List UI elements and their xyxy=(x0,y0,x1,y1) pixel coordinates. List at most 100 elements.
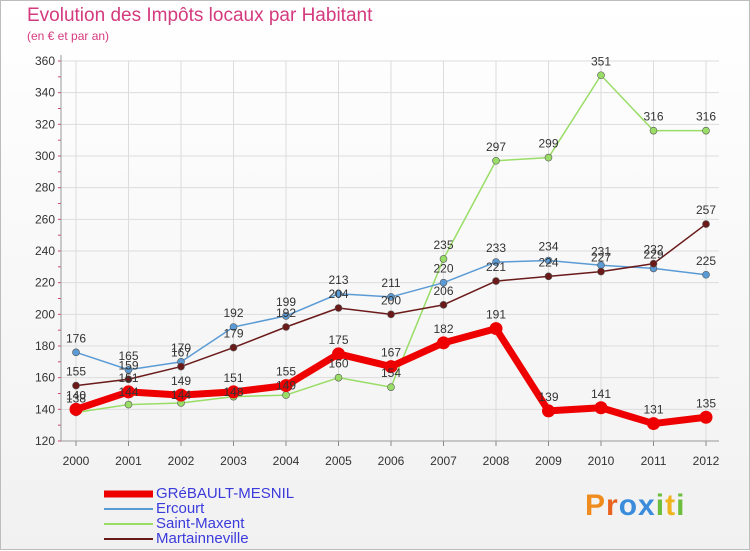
data-label-saint-maxent: 299 xyxy=(538,137,558,151)
data-point-gr-bault-mesnil xyxy=(279,379,293,393)
data-label-ercourt: 165 xyxy=(118,349,138,363)
y-tick-label: 320 xyxy=(35,117,55,131)
data-label-saint-maxent: 154 xyxy=(381,366,401,380)
data-label-gr-bault-mesnil: 151 xyxy=(118,371,138,385)
data-point-ercourt xyxy=(439,278,448,287)
data-label-ercourt: 225 xyxy=(696,254,716,268)
chart-subtitle: (en € et par an) xyxy=(27,29,110,43)
x-tick-label: 2008 xyxy=(483,454,510,468)
data-point-saint-maxent xyxy=(124,400,133,409)
data-point-saint-maxent xyxy=(702,126,710,135)
data-label-martainneville: 155 xyxy=(66,365,86,379)
data-label-martainneville: 159 xyxy=(118,358,138,372)
legend-label-grebault: GRéBAULT-MESNIL xyxy=(156,485,295,502)
data-label-ercourt: 231 xyxy=(591,244,611,258)
data-label-martainneville: 221 xyxy=(486,260,506,274)
data-point-gr-bault-mesnil xyxy=(489,322,503,336)
y-tick-label: 360 xyxy=(35,54,55,68)
data-label-gr-bault-mesnil: 140 xyxy=(66,388,86,402)
y-tick-label: 120 xyxy=(35,434,55,448)
data-label-gr-bault-mesnil: 151 xyxy=(223,371,243,385)
data-label-gr-bault-mesnil: 175 xyxy=(328,333,348,347)
data-point-saint-maxent xyxy=(282,391,290,399)
data-point-gr-bault-mesnil xyxy=(174,388,188,402)
data-point-martainneville xyxy=(702,220,710,228)
data-label-gr-bault-mesnil: 131 xyxy=(643,403,663,417)
data-point-ercourt xyxy=(282,312,290,320)
data-point-martainneville xyxy=(177,362,185,371)
x-tick-label: 2006 xyxy=(378,454,405,468)
data-point-martainneville xyxy=(387,310,395,319)
x-tick-label: 2009 xyxy=(535,454,562,468)
data-point-ercourt xyxy=(544,256,553,265)
data-label-martainneville: 224 xyxy=(538,255,558,269)
data-label-saint-maxent: 316 xyxy=(696,110,716,124)
data-point-martainneville xyxy=(229,343,238,352)
y-tick-label: 220 xyxy=(35,276,55,290)
data-point-ercourt xyxy=(229,323,238,331)
x-tick-label: 2002 xyxy=(168,454,195,468)
data-label-ercourt: 234 xyxy=(538,240,558,254)
logo-letter: P xyxy=(585,489,607,522)
y-tick-label: 160 xyxy=(35,371,55,385)
logo-letter: o xyxy=(618,489,639,522)
data-label-gr-bault-mesnil: 135 xyxy=(696,396,716,410)
data-point-ercourt xyxy=(334,289,343,298)
data-label-saint-maxent: 351 xyxy=(591,54,611,68)
data-label-gr-bault-mesnil: 148 xyxy=(223,385,243,399)
data-label-ercourt: 229 xyxy=(643,247,663,261)
data-label-gr-bault-mesnil: 141 xyxy=(591,387,611,401)
x-tick-label: 2001 xyxy=(115,454,142,468)
data-label-gr-bault-mesnil: 139 xyxy=(538,390,558,404)
logo-letter: t xyxy=(665,489,677,522)
data-label-ercourt: 176 xyxy=(66,331,86,345)
y-tick-label: 280 xyxy=(35,181,55,195)
data-point-martainneville xyxy=(72,381,80,390)
x-tick-label: 2007 xyxy=(430,454,457,468)
data-point-gr-bault-mesnil xyxy=(384,360,398,374)
data-label-gr-bault-mesnil: 182 xyxy=(433,322,453,336)
data-label-martainneville: 206 xyxy=(433,284,453,298)
data-label-martainneville: 179 xyxy=(223,327,243,341)
data-label-gr-bault-mesnil: 144 xyxy=(171,388,191,402)
y-tick-label: 260 xyxy=(35,212,55,226)
data-point-ercourt xyxy=(72,348,80,357)
y-tick-label: 180 xyxy=(35,339,55,353)
data-label-martainneville: 257 xyxy=(696,203,716,217)
y-tick-label: 240 xyxy=(35,244,55,258)
data-point-gr-bault-mesnil xyxy=(699,410,713,424)
data-point-martainneville xyxy=(334,304,343,312)
legend-label-ercourt: Ercourt xyxy=(156,500,205,517)
data-point-gr-bault-mesnil xyxy=(437,336,450,350)
data-label-ercourt: 199 xyxy=(276,295,296,309)
logo-letter: i xyxy=(655,489,666,522)
data-point-gr-bault-mesnil xyxy=(542,404,555,418)
data-label-martainneville: 167 xyxy=(171,346,191,360)
data-point-ercourt xyxy=(492,258,500,266)
proxiti-logo: Proxiti xyxy=(585,489,685,523)
data-label-martainneville: 227 xyxy=(591,251,611,265)
x-tick-label: 2012 xyxy=(693,454,720,468)
data-label-ercourt: 211 xyxy=(381,276,400,290)
y-tick-label: 340 xyxy=(35,86,55,100)
data-point-martainneville xyxy=(649,259,658,268)
data-label-saint-maxent: 138 xyxy=(66,392,86,406)
x-tick-label: 2003 xyxy=(220,454,247,468)
data-point-gr-bault-mesnil xyxy=(69,402,83,416)
axes: 120 140 160 180 200 220 240 260 280 300 320 340 360 2… xyxy=(35,54,720,468)
data-label-martainneville: 200 xyxy=(381,293,401,307)
data-point-gr-bault-mesnil xyxy=(332,347,345,361)
chart-title: Evolution des Impôts locaux par Habitant xyxy=(27,5,373,26)
data-label-martainneville: 232 xyxy=(643,243,663,257)
data-point-gr-bault-mesnil xyxy=(227,385,240,399)
data-point-gr-bault-mesnil xyxy=(647,417,660,431)
data-point-saint-maxent xyxy=(492,156,500,165)
data-label-ercourt: 170 xyxy=(171,341,191,355)
data-point-martainneville xyxy=(282,323,290,331)
data-label-saint-maxent: 160 xyxy=(328,357,348,371)
series-lines xyxy=(69,71,713,431)
legend-label-martainneville: Martainneville xyxy=(156,530,249,547)
